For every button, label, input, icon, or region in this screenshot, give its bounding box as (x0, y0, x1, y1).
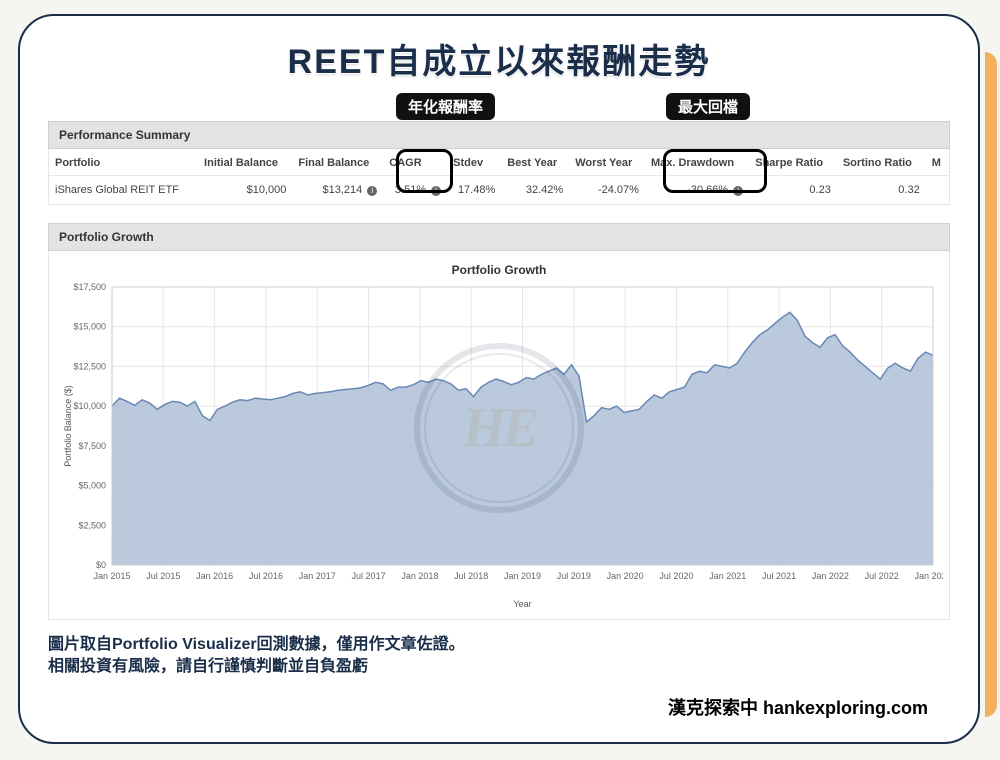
svg-text:Jan 2016: Jan 2016 (196, 571, 233, 581)
col-cagr: CAGR (383, 149, 447, 176)
svg-text:Jan 2022: Jan 2022 (812, 571, 849, 581)
table-cell: -24.07% (569, 176, 645, 205)
svg-text:Jan 2017: Jan 2017 (299, 571, 336, 581)
col-m: M (926, 149, 949, 176)
col-sortino-ratio: Sortino Ratio (837, 149, 926, 176)
svg-text:Jan 2015: Jan 2015 (93, 571, 130, 581)
accent-strip (985, 52, 997, 717)
svg-text:$5,000: $5,000 (78, 481, 106, 491)
svg-text:Jul 2016: Jul 2016 (249, 571, 283, 581)
col-worst-year: Worst Year (569, 149, 645, 176)
svg-text:Jul 2019: Jul 2019 (557, 571, 591, 581)
footer: 圖片取自Portfolio Visualizer回測數據，僅用作文章佐證。 相關… (48, 634, 950, 677)
svg-text:Portfolio Balance ($): Portfolio Balance ($) (63, 385, 73, 467)
svg-text:Jan 2018: Jan 2018 (401, 571, 438, 581)
col-sharpe-ratio: Sharpe Ratio (749, 149, 837, 176)
svg-text:$12,500: $12,500 (73, 361, 106, 371)
svg-text:Jul 2020: Jul 2020 (659, 571, 693, 581)
table-cell (926, 176, 949, 205)
svg-text:Jul 2021: Jul 2021 (762, 571, 796, 581)
info-icon: i (733, 186, 743, 196)
svg-text:$0: $0 (96, 560, 106, 570)
svg-text:$7,500: $7,500 (78, 441, 106, 451)
svg-text:$2,500: $2,500 (78, 520, 106, 530)
svg-text:Jan 2020: Jan 2020 (607, 571, 644, 581)
svg-text:Year: Year (513, 599, 531, 609)
svg-text:Jul 2022: Jul 2022 (865, 571, 899, 581)
footer-line2: 相關投資有風險，請自行謹慎判斷並自負盈虧 (48, 656, 950, 678)
pill-drawdown: 最大回檔 (666, 93, 750, 120)
col-final-balance: Final Balance (292, 149, 383, 176)
svg-text:$15,000: $15,000 (73, 322, 106, 332)
table-cell: 0.23 (749, 176, 837, 205)
summary-table: PortfolioInitial BalanceFinal BalanceCAG… (49, 149, 949, 204)
chart-container: Portfolio Growth HE $0$2,500$5,000$7,500… (48, 251, 950, 620)
svg-text:Jul 2017: Jul 2017 (352, 571, 386, 581)
table-cell: $13,214 i (292, 176, 383, 205)
table-cell: -30.66% i (645, 176, 749, 205)
table-cell: iShares Global REIT ETF (49, 176, 198, 205)
main-card: REET自成立以來報酬走勢 年化報酬率 最大回檔 Performance Sum… (18, 14, 980, 744)
col-initial-balance: Initial Balance (198, 149, 292, 176)
summary-table-wrap: PortfolioInitial BalanceFinal BalanceCAG… (48, 149, 950, 205)
chart-title: Portfolio Growth (57, 263, 941, 277)
table-cell: 0.32 (837, 176, 926, 205)
summary-header: Performance Summary (48, 121, 950, 149)
footer-brand: 漢克探索中 hankexploring.com (668, 694, 928, 720)
growth-section: Portfolio Growth Portfolio Growth HE $0$… (48, 223, 950, 620)
svg-text:$17,500: $17,500 (73, 283, 106, 292)
svg-text:Jan 2019: Jan 2019 (504, 571, 541, 581)
page-title: REET自成立以來報酬走勢 (48, 34, 950, 83)
col-best-year: Best Year (501, 149, 569, 176)
info-icon: i (431, 186, 441, 196)
portfolio-growth-chart: $0 $2,500 $5,000 $7,500 $10,000 $12,500 $15,00… (57, 283, 943, 613)
info-icon: i (367, 186, 377, 196)
table-cell: 3.51% i (383, 176, 447, 205)
table-cell: 32.42% (501, 176, 569, 205)
col-stdev: Stdev (447, 149, 501, 176)
table-cell: $10,000 (198, 176, 292, 205)
svg-text:$10,000: $10,000 (73, 401, 106, 411)
col-portfolio: Portfolio (49, 149, 198, 176)
svg-text:Jan 2023: Jan 2023 (914, 571, 943, 581)
table-cell: 17.48% (447, 176, 501, 205)
svg-text:Jul 2018: Jul 2018 (454, 571, 488, 581)
col-max-drawdown: Max. Drawdown (645, 149, 749, 176)
svg-text:Jan 2021: Jan 2021 (709, 571, 746, 581)
growth-header: Portfolio Growth (48, 223, 950, 251)
footer-line1: 圖片取自Portfolio Visualizer回測數據，僅用作文章佐證。 (48, 634, 950, 656)
annotation-pills: 年化報酬率 最大回檔 (48, 93, 950, 121)
pill-cagr: 年化報酬率 (396, 93, 495, 120)
svg-text:Jul 2015: Jul 2015 (146, 571, 180, 581)
